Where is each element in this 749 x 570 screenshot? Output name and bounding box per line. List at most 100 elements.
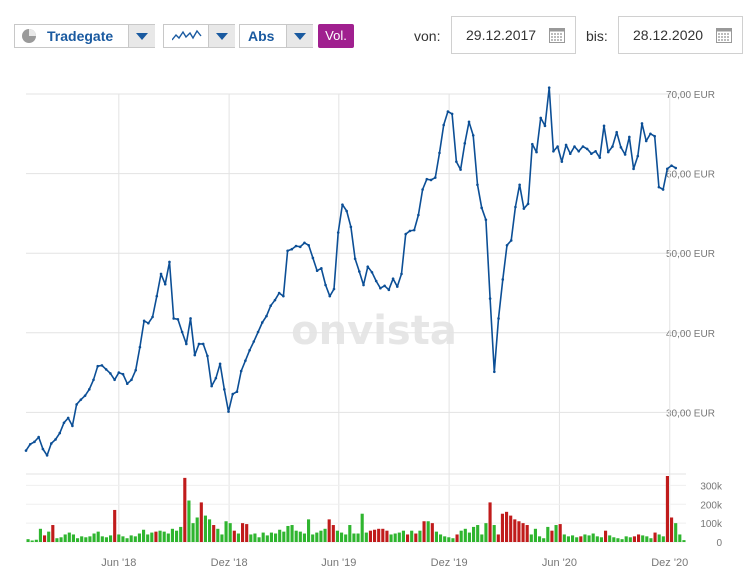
volume-bar: [393, 533, 397, 542]
price-point: [315, 269, 319, 273]
price-point: [311, 256, 315, 260]
volume-bar: [566, 536, 570, 542]
price-point: [421, 188, 424, 191]
volume-bar: [265, 535, 269, 542]
price-point: [214, 376, 218, 380]
price-point: [265, 314, 268, 318]
volume-bar: [682, 540, 686, 542]
volume-bar: [121, 536, 125, 542]
price-tick-label: 50,00 EUR: [666, 249, 715, 260]
price-point: [151, 315, 154, 319]
volume-bar: [84, 537, 88, 542]
price-point: [522, 207, 526, 210]
x-tick-label: Jun '20: [542, 557, 577, 569]
volume-bar: [96, 531, 100, 542]
price-point: [113, 378, 116, 382]
price-point: [62, 421, 66, 425]
from-date-field[interactable]: 29.12.2017: [451, 16, 576, 54]
price-point: [463, 142, 467, 145]
line-chart-icon: [172, 29, 202, 41]
price-point: [602, 124, 606, 128]
price-point: [573, 145, 576, 148]
chevron-down-icon[interactable]: [208, 25, 235, 47]
volume-bar: [583, 534, 587, 542]
volume-bar: [183, 477, 187, 542]
exchange-label: Tradegate: [47, 28, 114, 44]
calendar-icon[interactable]: [549, 28, 565, 43]
volume-bar: [142, 529, 146, 542]
volume-bar: [657, 534, 661, 542]
chevron-down-icon[interactable]: [128, 25, 155, 47]
calendar-icon[interactable]: [716, 28, 732, 43]
volume-bar: [505, 511, 509, 542]
volume-bar: [550, 530, 554, 542]
price-point: [28, 442, 32, 446]
to-date-value: 28.12.2020: [633, 27, 704, 43]
volume-bar: [80, 536, 84, 542]
price-point: [159, 272, 163, 276]
price-point: [134, 368, 137, 372]
price-point: [71, 424, 74, 428]
x-tick-label: Dez '18: [211, 557, 248, 569]
volume-bar: [455, 534, 459, 542]
price-point: [450, 112, 454, 116]
price-tick-label: 40,00 EUR: [666, 329, 715, 340]
volume-bar: [467, 532, 471, 542]
volume-bar: [286, 525, 290, 542]
price-point: [577, 150, 581, 153]
price-point: [598, 156, 602, 159]
price-point: [290, 247, 294, 251]
volume-bar: [269, 532, 273, 542]
volume-bar: [542, 538, 546, 542]
volume-bar: [430, 523, 434, 542]
scale-mode-select[interactable]: Abs: [239, 24, 313, 48]
price-point: [484, 218, 488, 222]
volume-bar: [579, 536, 583, 542]
price-point: [286, 249, 289, 253]
x-tick-label: Dez '19: [431, 557, 468, 569]
volume-bar: [166, 533, 170, 542]
price-point: [66, 416, 70, 420]
volume-bar: [76, 538, 80, 542]
x-tick-label: Dez '20: [651, 557, 688, 569]
price-point: [543, 124, 547, 128]
volume-bar: [674, 523, 678, 542]
volume-toggle-button[interactable]: Vol.: [318, 24, 354, 48]
volume-bar: [492, 525, 496, 542]
volume-bar: [249, 534, 253, 542]
price-chart[interactable]: onvista 30,00 EUR 40,00 EUR 50,00 EUR 60,00 …: [0, 60, 749, 570]
volume-bar: [587, 535, 591, 542]
price-point: [117, 371, 121, 374]
chart-type-select[interactable]: [163, 24, 235, 48]
exchange-select[interactable]: Tradegate: [14, 24, 155, 48]
price-tick-label: 30,00 EUR: [666, 408, 715, 419]
price-point: [644, 139, 648, 143]
volume-bar: [447, 537, 451, 542]
volume-bar: [150, 532, 154, 542]
price-point: [244, 359, 247, 362]
price-point: [374, 279, 378, 283]
price-point: [509, 239, 513, 242]
volume-bar: [319, 530, 323, 542]
volume-bar: [109, 535, 113, 542]
price-point: [155, 294, 159, 298]
volume-bar: [104, 537, 108, 542]
volume-bar: [368, 530, 372, 542]
volume-bar: [34, 539, 38, 542]
volume-bar: [533, 528, 537, 542]
volume-tick-label: 200k: [700, 500, 723, 511]
price-point: [657, 185, 661, 189]
price-point: [248, 349, 251, 352]
watermark-logo: onvista: [291, 308, 457, 354]
price-point: [324, 283, 327, 287]
volume-bar: [253, 533, 257, 542]
price-tick-label: 60,00 EUR: [666, 170, 715, 181]
to-date-field[interactable]: 28.12.2020: [618, 16, 743, 54]
price-point: [628, 135, 631, 139]
volume-bar: [546, 526, 550, 542]
price-point: [235, 390, 239, 394]
from-label: von:: [414, 28, 441, 44]
price-point: [138, 345, 142, 349]
chevron-down-icon[interactable]: [286, 25, 313, 47]
volume-bar: [311, 534, 315, 542]
